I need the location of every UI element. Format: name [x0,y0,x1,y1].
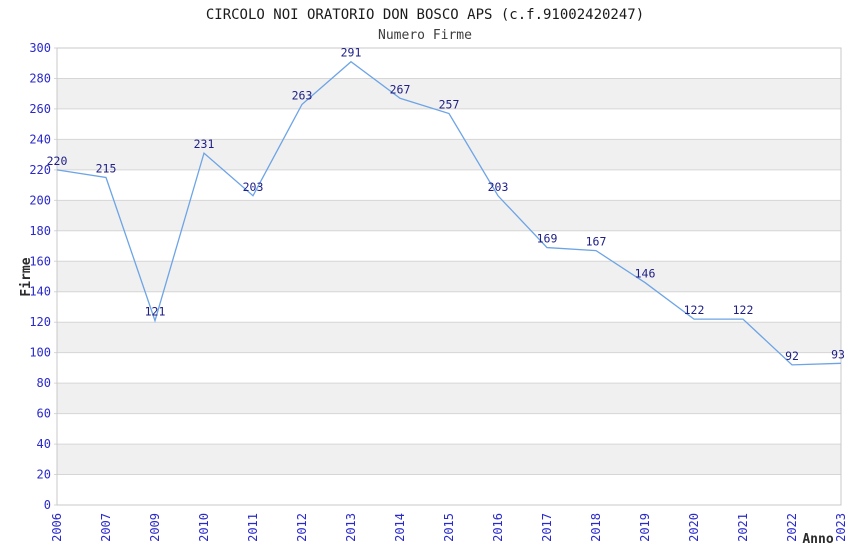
x-tick-label: 2013 [344,513,358,542]
data-point-label: 257 [439,98,460,112]
y-tick-label: 160 [29,254,51,268]
x-tick-label: 2020 [687,513,701,542]
x-tick-label: 2019 [638,513,652,542]
data-point-label: 167 [586,235,607,249]
y-tick-label: 0 [44,498,51,512]
x-tick-label: 2022 [785,513,799,542]
plot-band [57,139,841,170]
x-tick-label: 2012 [295,513,309,542]
y-tick-label: 20 [37,468,51,482]
data-point-label: 122 [684,303,705,317]
y-tick-label: 100 [29,346,51,360]
x-tick-label: 2023 [834,513,848,542]
y-tick-label: 40 [37,437,51,451]
chart-subtitle: Numero Firme [378,28,472,43]
x-axis-title: Anno [802,532,833,547]
plot-band [57,48,841,79]
data-point-label: 220 [47,154,68,168]
plot-band [57,444,841,475]
y-tick-label: 260 [29,102,51,116]
y-axis-title: Firme [19,257,34,296]
data-point-label: 215 [96,161,117,175]
plot-band [57,169,841,201]
chart-line [56,60,842,366]
data-point-label: 291 [341,46,362,60]
y-tick-label: 60 [37,407,51,421]
x-tick-label: 2018 [589,513,603,542]
y-tick-label: 140 [29,285,51,299]
data-point-label: 122 [733,303,754,317]
plot-band [57,291,841,323]
plot-band [57,413,841,445]
data-point-label: 169 [537,232,558,246]
plot-band [57,352,841,384]
x-tick-label: 2009 [148,513,162,542]
plot-band [57,78,841,109]
data-point-label: 121 [145,305,166,319]
x-tick-label: 2015 [442,513,456,542]
x-tick-label: 2011 [246,513,260,542]
x-tick-label: 2006 [50,513,64,542]
y-tick-label: 300 [29,41,51,55]
data-point-label: 146 [635,267,656,281]
y-tick-label: 120 [29,315,51,329]
data-point-label: 92 [785,349,799,363]
chart-title: CIRCOLO NOI ORATORIO DON BOSCO APS (c.f.… [206,7,644,23]
x-tick-label: 2014 [393,513,407,542]
plot-band [57,383,841,414]
y-tick-label: 80 [37,376,51,390]
plot-band [57,230,841,262]
data-point-label: 231 [194,137,215,151]
plot-band [57,261,841,292]
y-tick-label: 220 [29,163,51,177]
x-tick-label: 2007 [99,513,113,542]
plot-band [57,322,841,353]
data-point-label: 203 [243,180,264,194]
data-point-label: 267 [390,82,411,96]
plot-area: 0 20 40 60 80 100 120 140 160 180 200 220 240 260 280 3… [29,41,848,542]
x-tick-label: 2010 [197,513,211,542]
y-tick-label: 180 [29,224,51,238]
data-point-label: 203 [488,180,509,194]
x-tick-label: 2017 [540,513,554,542]
plot-band [57,474,841,505]
x-tick-label: 2016 [491,513,505,542]
x-tick-label: 2021 [736,513,750,542]
data-point-label: 93 [831,347,845,361]
data-point-label: 263 [292,88,313,102]
y-tick-label: 200 [29,193,51,207]
plot-band [57,200,841,231]
plot-border [56,47,842,506]
y-tick-label: 280 [29,71,51,85]
y-tick-label: 240 [29,132,51,146]
